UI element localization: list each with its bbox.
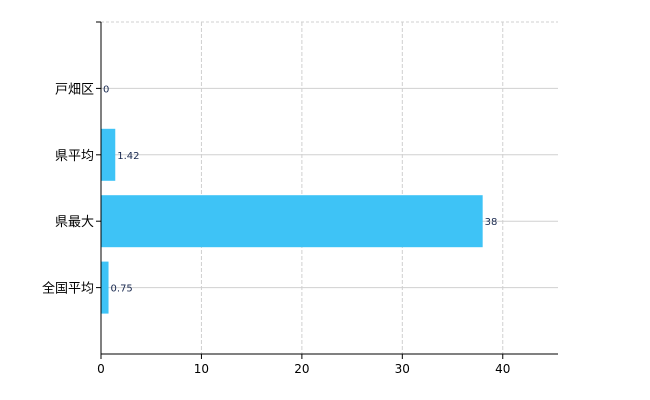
x-tick-label: 20: [294, 362, 309, 376]
data-label: 0.75: [111, 284, 133, 295]
category-label: 県平均: [55, 149, 94, 164]
bar: [101, 195, 483, 248]
x-tick-label: 0: [97, 362, 105, 376]
bar: [101, 261, 109, 314]
data-label: 1.42: [117, 151, 139, 162]
category-label: 戸畑区: [55, 82, 94, 97]
bar: [101, 128, 116, 181]
data-label: 0: [103, 84, 109, 95]
category-label: 全国平均: [42, 281, 94, 297]
x-tick-label: 10: [194, 362, 209, 376]
category-label: 県最大: [55, 215, 94, 230]
x-tick-label: 40: [495, 362, 510, 376]
x-tick-label: 30: [395, 362, 410, 376]
data-label: 38: [485, 217, 498, 228]
